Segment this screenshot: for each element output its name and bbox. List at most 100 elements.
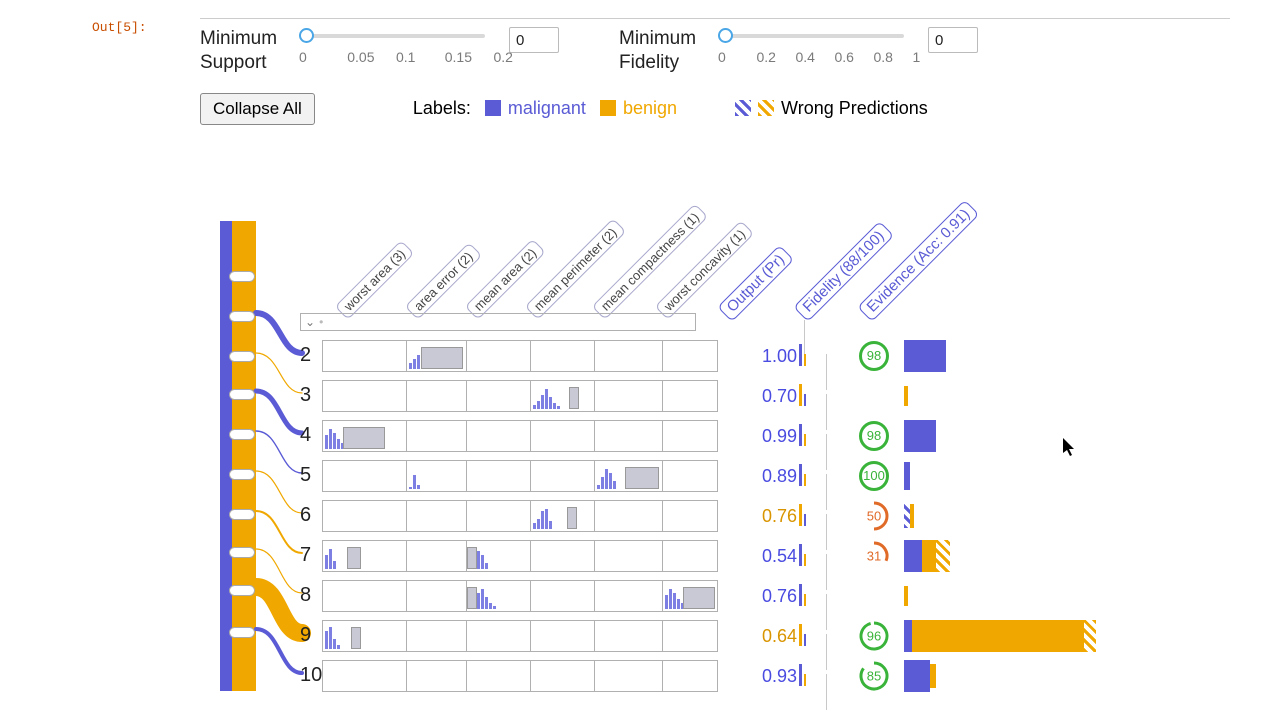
fidelity-cell: 31 [844,541,904,571]
row-number: 3 [300,384,322,407]
evidence-cell [904,460,1230,492]
feature-cell [530,660,594,692]
feature-cell [662,420,718,452]
slider-tick: 0.05 [347,49,348,65]
min-fidelity-input[interactable] [928,27,978,53]
flow-stream [210,221,256,691]
feature-cell [406,620,466,652]
feature-cell [322,380,406,412]
feature-cell [322,420,406,452]
flow-node[interactable] [229,585,255,596]
rule-row[interactable]: 30.70 [300,379,1230,413]
feature-cell [662,660,718,692]
feature-cell [322,500,406,532]
row-number: 9 [300,624,322,647]
min-support-control: Minimum Support 0 0.05 0.1 0.15 0.2 [200,27,559,75]
rule-row[interactable]: 9 0.64 96 [300,619,1230,653]
feature-cell [406,340,466,372]
output-value: 0.76 [734,504,812,527]
slider-thumb[interactable] [718,28,733,43]
rule-row[interactable]: 21.0098 [300,339,1230,373]
flow-node[interactable] [229,627,255,638]
feature-cell [662,340,718,372]
min-fidelity-label: Minimum Fidelity [619,27,704,75]
divider [200,18,1230,19]
min-support-slider[interactable] [299,27,489,45]
output-value: 0.89 [734,464,812,487]
collapse-all-button[interactable]: Collapse All [200,93,315,125]
feature-cell [594,460,662,492]
flow-node[interactable] [229,509,255,520]
slider-tick: 0.2 [757,49,758,65]
feature-cell [594,580,662,612]
slider-tick: 0.1 [396,49,397,65]
flow-node[interactable] [229,547,255,558]
feature-cell [406,380,466,412]
min-support-label: Minimum Support [200,27,285,75]
slider-tick: 0.8 [874,49,875,65]
feature-cell [530,500,594,532]
rule-row[interactable]: 50.89100 [300,459,1230,493]
wrong-predictions-label: Wrong Predictions [781,98,928,118]
feature-cell [406,420,466,452]
feature-cell [322,340,406,372]
output-value: 0.93 [734,664,812,687]
row-number: 2 [300,344,322,367]
labels-text: Labels: [413,98,471,119]
row-number: 5 [300,464,322,487]
flow-node[interactable] [229,351,255,362]
feature-cell [466,620,530,652]
evidence-cell [904,380,1230,412]
feature-cell [530,580,594,612]
slider-thumb[interactable] [299,28,314,43]
flow-node[interactable] [229,429,255,440]
feature-cell [322,660,406,692]
feature-cell [530,540,594,572]
evidence-cell [904,660,1230,692]
feature-cell [594,540,662,572]
feature-cell [322,620,406,652]
expand-toggle[interactable]: ⌄ • [300,313,696,331]
feature-cell [466,660,530,692]
min-support-input[interactable] [509,27,559,53]
malignant-label: malignant [508,98,586,118]
feature-cell [594,660,662,692]
feature-cell [466,540,530,572]
min-fidelity-slider[interactable] [718,27,908,45]
rule-row[interactable]: 100.9385 [300,659,1230,693]
feature-cell [406,660,466,692]
slider-tick: 0.2 [494,49,495,65]
fidelity-cell: 50 [844,501,904,531]
dot-icon: • [319,315,323,329]
evidence-cell [904,500,1230,532]
min-fidelity-control: Minimum Fidelity 00.20.40.60.81 [619,27,978,75]
fidelity-cell: 98 [844,341,904,371]
rule-row[interactable]: 40.9998 [300,419,1230,453]
feature-cell [594,380,662,412]
evidence-cell [904,580,1230,612]
feature-header[interactable]: mean compactness (1) [592,203,709,320]
slider-tick: 0.4 [796,49,797,65]
fidelity-cell: 85 [844,661,904,691]
feature-cell [530,340,594,372]
slider-tick: 0.15 [445,49,446,65]
row-number: 4 [300,424,322,447]
meta-header[interactable]: Evidence (Acc: 0.91) [857,199,980,322]
flow-node[interactable] [229,311,255,322]
fidelity-cell: 96 [844,621,904,651]
feature-cell [466,340,530,372]
flow-node[interactable] [229,469,255,480]
flow-node[interactable] [229,389,255,400]
slider-tick: 0 [718,49,719,65]
wrong-benign-swatch [758,100,774,116]
feature-cell [594,500,662,532]
flow-node[interactable] [229,271,255,282]
rule-row[interactable]: 70.5431 [300,539,1230,573]
slider-tick: 0 [299,49,300,65]
feature-cell [530,620,594,652]
feature-cell [530,420,594,452]
rule-row[interactable]: 60.7650 [300,499,1230,533]
feature-cell [662,380,718,412]
output-value: 0.64 [734,624,812,647]
rule-row[interactable]: 80.76 [300,579,1230,613]
